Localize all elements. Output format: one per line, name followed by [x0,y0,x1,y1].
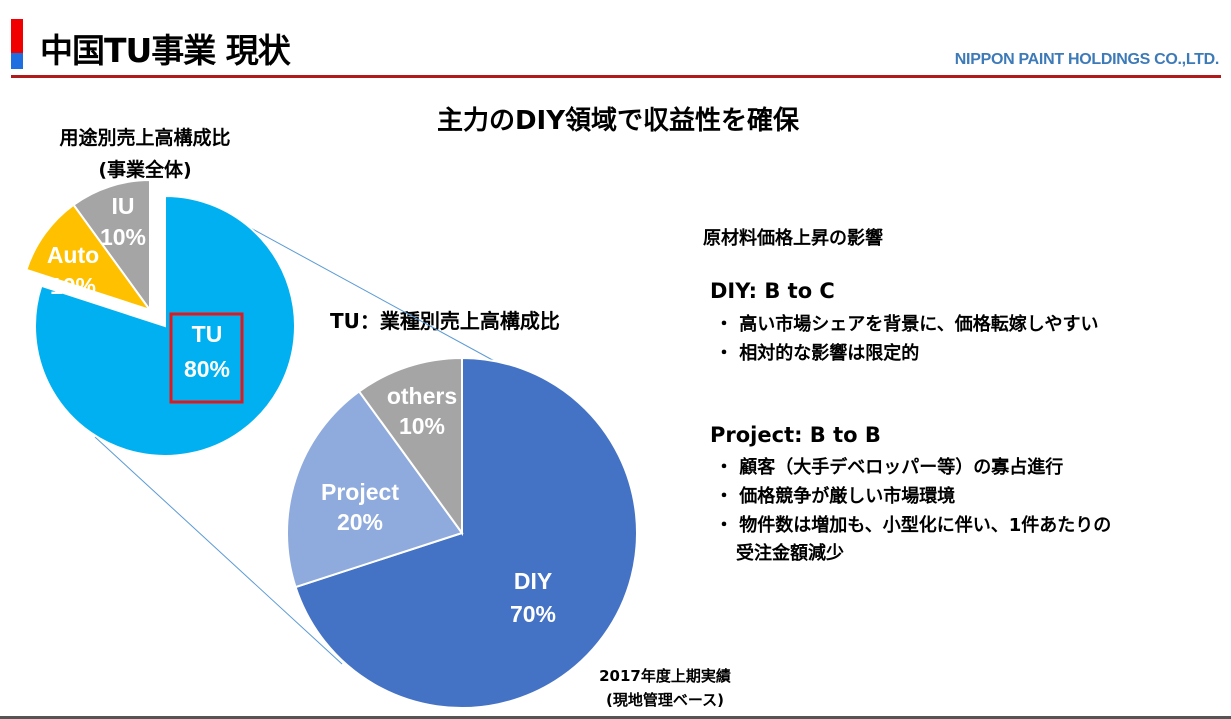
slide-subtitle: 主力のDIY領域で収益性を確保 [436,106,800,136]
chart2-note: 2017年度上期実績 (現地管理ベース) [585,664,745,712]
slice-value-tu: 80% [184,356,230,382]
note-period: 2017年度上期実績 [599,667,731,685]
pie-slice-iu [72,178,151,314]
bullet-project-3: ・ 物件数は増加も、小型化に伴い、1件あたりの [715,515,1112,536]
slice-label-others: others [387,383,457,409]
pie-chart-usage [25,178,296,457]
chart1-title: 用途別売上高構成比 [59,127,231,149]
page-title: 中国TU事業 現状 [40,31,291,70]
slice-value-auto: 10% [50,273,96,299]
pie-slice-diy [294,356,638,709]
chart2-title: TU：業種別売上高構成比 [330,309,560,333]
chart1-subtitle: (事業全体) [98,159,192,181]
company-logo-text: NIPPON PAINT HOLDINGS CO.,LTD. [954,51,1220,68]
bullet-diy-2: ・ 相対的な影響は限定的 [715,343,920,364]
pie-slice-tu [34,194,296,457]
footer-line [0,716,1231,719]
bullet-project-2: ・ 価格競争が厳しい市場環境 [715,486,956,507]
chart1-title-block: 用途別売上高構成比 (事業全体) [30,122,260,186]
tu-highlight-box [169,312,244,404]
slice-value-iu: 10% [100,224,146,250]
slice-label-diy: DIY [514,568,552,594]
impact-heading: 原材料価格上昇の影響 [703,228,883,249]
pie-slice-project [286,390,464,589]
slice-value-project: 20% [337,509,383,535]
slice-value-diy: 70% [510,601,556,627]
slice-value-others: 10% [399,413,445,439]
connector-line-top [235,219,499,364]
slice-label-project: Project [321,479,399,505]
title-accent-red [11,19,23,53]
bullet-project-3-cont: 受注金額減少 [736,543,844,564]
note-basis: (現地管理ベース) [606,691,724,709]
connector-line-bottom [94,436,343,665]
title-accent-blue [11,53,23,69]
pie-slice-auto [25,203,153,312]
bullet-project-1: ・ 顧客（大手デベロッパー等）の寡占進行 [715,457,1064,478]
pie-slice-others [357,356,463,537]
header-divider [11,75,1221,78]
bullet-diy-1: ・ 高い市場シェアを背景に、価格転嫁しやすい [715,314,1099,335]
section-diy-title: DIY: B to C [710,279,835,303]
slice-label-iu: IU [112,193,135,219]
slice-label-tu: TU [192,321,223,347]
section-project-title: Project: B to B [710,423,881,447]
slice-label-auto: Auto [47,242,99,268]
pie-chart-tu-industry [286,356,638,709]
